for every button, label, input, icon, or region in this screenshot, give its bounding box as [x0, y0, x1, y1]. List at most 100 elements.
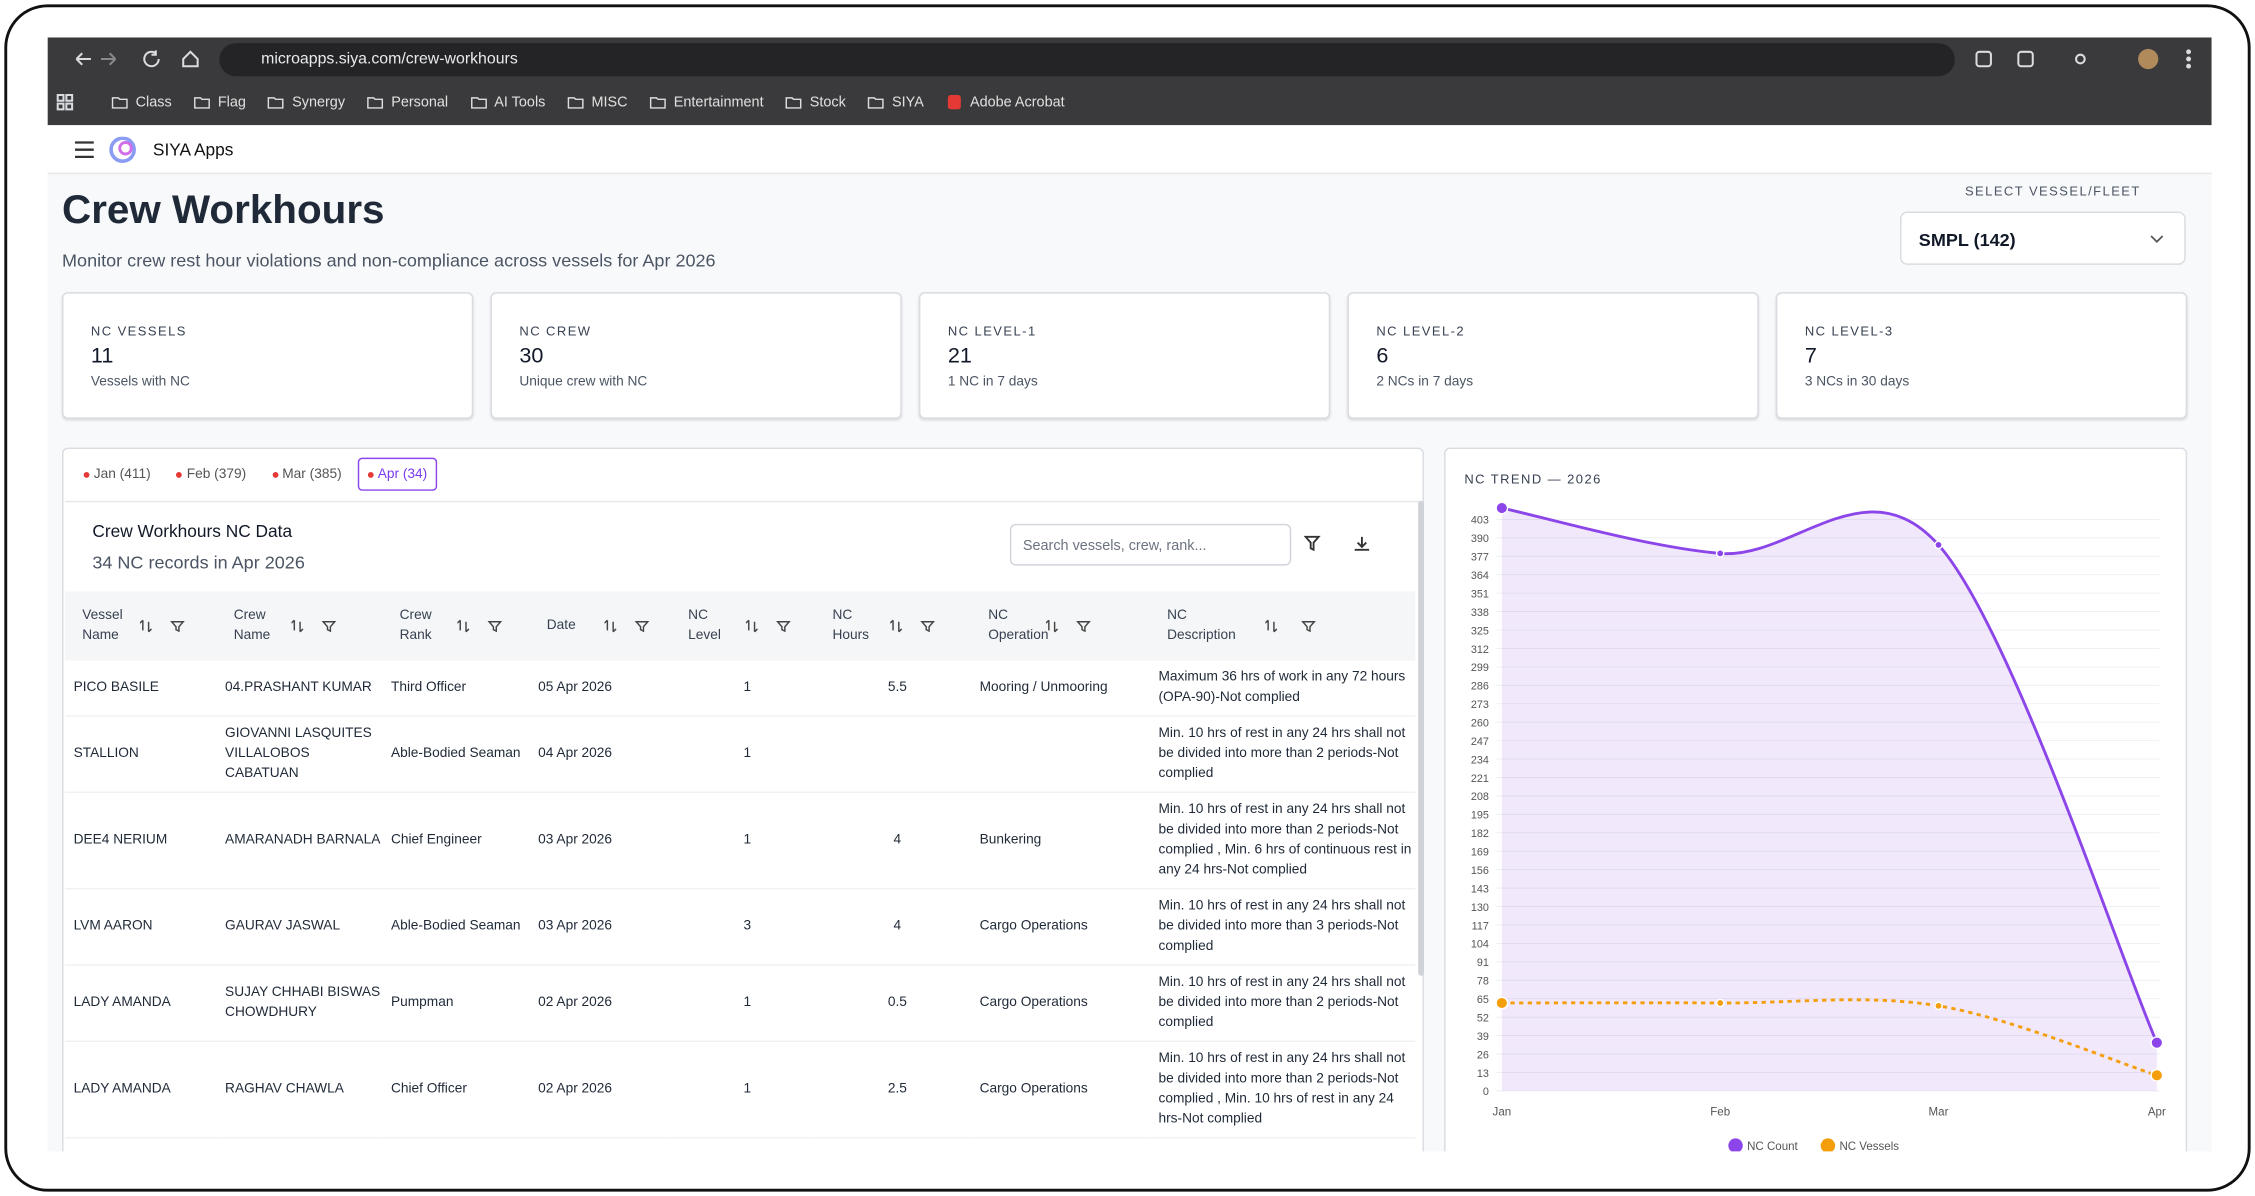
bookmark[interactable]: MISC	[567, 92, 628, 112]
bookmark[interactable]: Stock	[785, 92, 846, 112]
address-bar[interactable]	[219, 43, 1955, 77]
bookmark-icon	[470, 97, 487, 109]
sort-filter-icons[interactable]	[890, 617, 948, 634]
table-cell: LVM AARON	[64, 888, 217, 966]
puzzle-icon[interactable]	[2017, 50, 2034, 68]
bookmark-icon	[268, 97, 285, 109]
y-tick-label: 169	[1471, 847, 1489, 859]
column-header[interactable]: NC Level	[670, 591, 816, 661]
month-tabs: Jan (411) Feb (379) Mar (385) Apr (34)	[74, 457, 438, 491]
table-cell	[970, 716, 1150, 793]
tab-dot	[272, 471, 278, 478]
search-input[interactable]: Search vessels, crew, rank...	[1009, 523, 1292, 566]
column-header[interactable]: NC Description	[1149, 591, 1416, 661]
sort-filter-icons[interactable]	[745, 617, 804, 634]
y-tick-label: 377	[1471, 552, 1489, 564]
extension-icon[interactable]	[1975, 50, 1992, 68]
y-tick-label: 78	[1477, 976, 1489, 988]
sort-filter-icons[interactable]	[457, 617, 515, 634]
forward-icon[interactable]	[100, 52, 117, 66]
sort-filter-icons[interactable]	[291, 617, 349, 634]
table-cell: RAGHAV CHAWLA	[216, 1041, 383, 1139]
x-tick-label: Feb	[1710, 1106, 1730, 1118]
apps-icon[interactable]	[56, 93, 74, 111]
column-header[interactable]: Date	[529, 591, 671, 661]
table-cell: 02 Apr 2026	[529, 1041, 671, 1139]
tab-label: Jan (411)	[93, 466, 151, 483]
point	[1495, 996, 1509, 1010]
bookmark-label: Personal	[391, 94, 449, 111]
table-row: LVM AARON GAURAV JASWAL Able-Bodied Seaman…	[64, 888, 1416, 966]
table-cell: DEE4 NERIUM	[64, 792, 217, 890]
back-icon[interactable]	[75, 52, 91, 66]
bookmark[interactable]: SIYA	[867, 92, 924, 112]
avatar[interactable]	[2138, 48, 2159, 70]
stat-card: NC LEVEL-3 7 3 NCs in 30 days	[1775, 292, 2188, 419]
table-cell: Cargo Operations	[970, 888, 1150, 966]
bookmark-label: AI Tools	[494, 94, 546, 111]
table-cell: 5.5	[815, 660, 971, 717]
table-cell: 4	[815, 888, 971, 966]
month-tab[interactable]: Mar (385)	[262, 458, 352, 491]
y-tick-label: 403	[1471, 515, 1489, 527]
table-cell: 1	[670, 964, 816, 1042]
table-cell	[815, 716, 971, 793]
legend-label: NC Count	[1747, 1141, 1798, 1151]
url[interactable]: microapps.siya.com/crew-workhours	[261, 50, 518, 68]
selector-label: SELECT VESSEL/FLEET	[1964, 184, 2141, 199]
legend-label: NC Vessels	[1839, 1141, 1899, 1151]
menu-icon[interactable]	[75, 141, 94, 159]
sort-filter-icons[interactable]	[139, 617, 198, 634]
chart-title: NC TREND — 2026	[1464, 472, 1601, 487]
clear-filter-icon[interactable]	[1303, 535, 1321, 552]
table-cell: Chief Engineer	[382, 792, 530, 890]
column-header[interactable]: Crew Name	[216, 591, 383, 661]
tab-dot	[367, 471, 374, 478]
sort-filter-icons[interactable]	[1265, 617, 1323, 634]
column-header[interactable]: Crew Rank	[382, 591, 530, 661]
bookmark[interactable]: Class	[111, 92, 172, 112]
download-icon[interactable]	[1354, 536, 1370, 551]
bookmark-label: Synergy	[292, 94, 346, 111]
table-cell: Able-Bodied Seaman	[382, 888, 530, 966]
bookmark[interactable]: Entertainment	[649, 92, 764, 112]
point	[1495, 501, 1509, 515]
table-cell: PICO BASILE	[64, 660, 217, 717]
column-header[interactable]: NC Operation	[970, 591, 1150, 661]
table-row: LADY AMANDA RAGHAV CHAWLA Chief Officer 02 …	[64, 1041, 1416, 1139]
table-cell: Min. 10 hrs of rest in any 24 hrs shall …	[1149, 964, 1416, 1042]
bookmark-icon	[868, 97, 885, 109]
table-cell: 03 Apr 2026	[529, 888, 671, 966]
bookmark[interactable]: Adobe Acrobat	[945, 92, 1065, 112]
sort-filter-icons[interactable]	[1045, 617, 1104, 634]
chart-panel: NC TREND — 2026 0 13 26 39 52 65 78 91 104 117 130 1…	[1444, 447, 2188, 1152]
chart: NC TREND — 2026 0 13 26 39 52 65 78 91 104 117 130 1…	[1464, 472, 2166, 1152]
key-icon[interactable]	[2075, 53, 2086, 65]
table-cell: 3	[670, 888, 816, 966]
y-tick-label: 286	[1471, 681, 1489, 693]
column-header[interactable]: NC Hours	[815, 591, 971, 661]
column-header[interactable]: Vessel Name	[64, 591, 217, 661]
bookmark[interactable]: AI Tools	[470, 92, 546, 112]
bookmark-label: Adobe Acrobat	[969, 94, 1065, 111]
logo-inner	[118, 141, 133, 156]
reload-icon[interactable]	[143, 50, 160, 68]
sort-filter-icons[interactable]	[604, 617, 662, 634]
scrollbar[interactable]	[1418, 500, 1424, 976]
month-tab[interactable]: Jan (411)	[74, 458, 161, 491]
bookmark[interactable]: Flag	[193, 92, 246, 112]
y-tick-label: 91	[1477, 957, 1489, 969]
bookmarks-bar: Class Flag Synergy Personal AI Tools MISC Ente…	[111, 92, 1065, 112]
home-icon[interactable]	[182, 50, 199, 68]
month-tab[interactable]: Apr (34)	[357, 457, 438, 491]
y-tick-label: 364	[1471, 570, 1489, 582]
bookmark[interactable]: Synergy	[268, 92, 345, 112]
month-tab[interactable]: Feb (379)	[167, 458, 257, 491]
vessel-selector[interactable]: SMPL (142)	[1900, 211, 2186, 265]
y-tick-label: 0	[1483, 1086, 1489, 1098]
legend-marker	[1820, 1138, 1836, 1152]
table-cell: LADY AMANDA	[64, 964, 217, 1042]
series-line	[1501, 998, 2158, 1077]
bookmark[interactable]: Personal	[367, 92, 448, 112]
